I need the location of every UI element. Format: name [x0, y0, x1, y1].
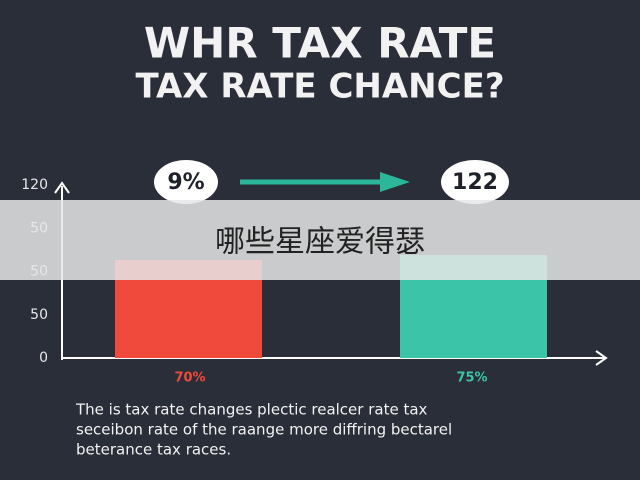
- bubble: [154, 160, 218, 204]
- axis-label: 0: [39, 350, 48, 366]
- axis-label: 120: [21, 177, 48, 193]
- axis-arrow: [595, 350, 608, 366]
- caption-line: seceibon rate of the raange more diffrin…: [76, 421, 452, 439]
- arrow-head: [380, 172, 410, 192]
- bubble: [441, 160, 509, 204]
- subtitle: TAX RATE CHANCE?: [135, 67, 504, 107]
- caption-line: The is tax rate changes plectic realcer …: [75, 401, 428, 419]
- title: WHR TAX RATE: [144, 19, 496, 68]
- axis-arrow: [54, 181, 70, 194]
- bubble-label: 122: [452, 170, 498, 195]
- axis-label: 50: [30, 307, 48, 323]
- bar-label: 70%: [174, 371, 205, 386]
- bar-label: 75%: [456, 371, 487, 386]
- bubble-label: 9%: [167, 170, 204, 195]
- overlay-text: 哪些星座爱得瑟: [215, 225, 425, 260]
- caption-line: beterance tax races.: [76, 441, 231, 459]
- overlay-banner: [0, 200, 640, 280]
